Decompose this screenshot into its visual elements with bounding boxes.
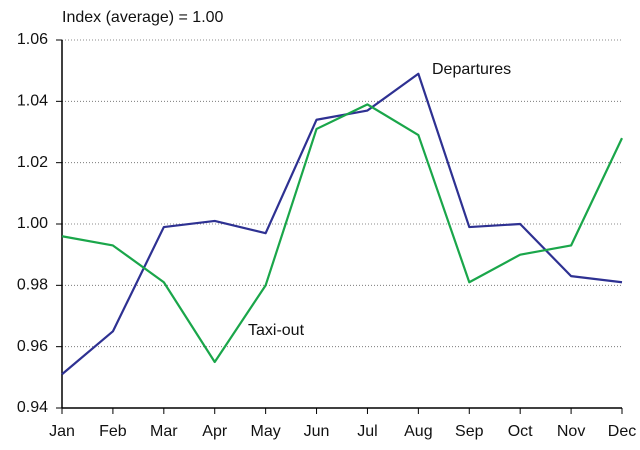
- y-axis-label: Index (average) = 1.00: [62, 9, 224, 26]
- x-tick-label: Mar: [150, 423, 178, 440]
- x-tick-label: Oct: [508, 423, 533, 440]
- x-tick-label: Jan: [49, 423, 75, 440]
- x-tick-label: Jun: [304, 423, 330, 440]
- x-tick-label: Jul: [357, 423, 377, 440]
- y-tick-label: 1.02: [17, 154, 48, 171]
- y-tick-label: 1.06: [17, 31, 48, 48]
- x-tick-label: Sep: [455, 423, 484, 440]
- series-label: Departures: [432, 61, 511, 78]
- x-tick-label: May: [251, 423, 281, 440]
- y-tick-label: 0.96: [17, 338, 48, 355]
- y-tick-label: 0.98: [17, 277, 48, 294]
- x-tick-label: Feb: [99, 423, 127, 440]
- series-line: [61, 103, 623, 364]
- series-line: [61, 72, 623, 376]
- y-tick-label: 1.00: [17, 215, 48, 232]
- series-label: Taxi-out: [248, 322, 305, 339]
- x-tick-label: Aug: [404, 423, 432, 440]
- y-tick-label: 0.94: [17, 399, 48, 416]
- x-tick-label: Nov: [557, 423, 585, 440]
- y-tick-label: 1.04: [17, 93, 48, 110]
- x-tick-label: Dec: [608, 423, 636, 440]
- x-tick-label: Apr: [202, 423, 228, 440]
